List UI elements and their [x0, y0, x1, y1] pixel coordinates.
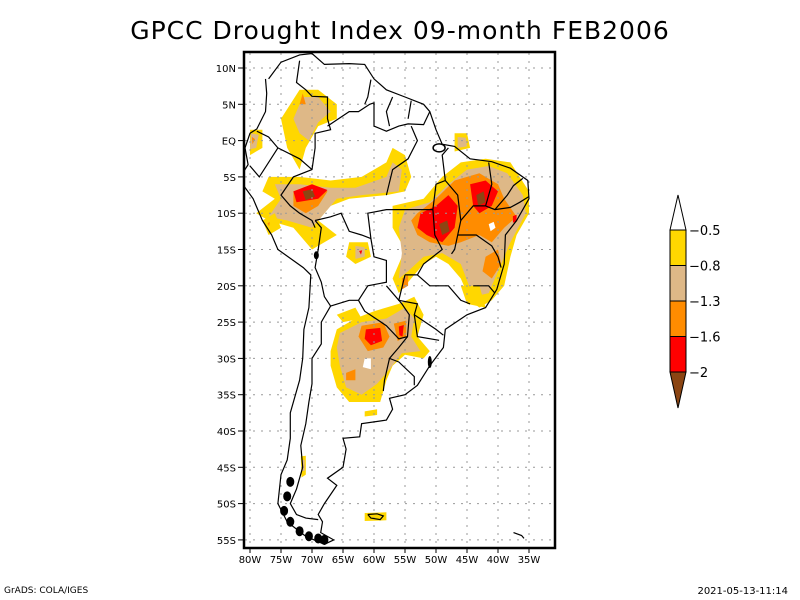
island-cluster	[283, 491, 291, 501]
colorbar-bottom-arrow	[670, 372, 686, 408]
boundary-line	[408, 101, 411, 119]
lat-tick-label: 5S	[223, 173, 236, 184]
island-cluster	[296, 526, 304, 536]
lon-tick-label: 35W	[518, 555, 541, 566]
lat-tick-label: 55S	[217, 536, 236, 547]
colorbar-label: −0.5	[689, 224, 721, 239]
lon-tick-label: 55W	[394, 555, 417, 566]
drought-contour-area	[365, 409, 377, 416]
lat-tick-label: 10S	[217, 209, 236, 220]
island-cluster	[280, 506, 288, 516]
island-cluster	[286, 477, 294, 487]
lat-tick-label: 10N	[216, 64, 236, 75]
lat-tick-label: 15S	[217, 246, 236, 257]
lat-tick-label: 35S	[217, 391, 236, 402]
latitude-axis: 10N 5N EQ 5S 10S 15S 20S 25S 30S 35S 40S 45S 50S 55S	[216, 64, 244, 547]
lat-tick-label: 30S	[217, 354, 236, 365]
colorbar-segment	[670, 266, 686, 302]
lat-tick-label: 20S	[217, 282, 236, 293]
drought-contour-area	[458, 137, 467, 148]
colorbar-segment	[670, 301, 686, 337]
lat-tick-label: EQ	[222, 137, 236, 148]
lon-tick-label: 40W	[487, 555, 510, 566]
lon-tick-label: 60W	[363, 555, 386, 566]
colorbar-label: −2	[689, 366, 708, 381]
lon-tick-label: 80W	[239, 555, 262, 566]
boundary-line	[514, 533, 525, 539]
lat-tick-label: 5N	[222, 100, 236, 111]
lagoa-dos-patos	[428, 356, 432, 368]
lon-tick-label: 65W	[332, 555, 355, 566]
lat-tick-label: 45S	[217, 463, 236, 474]
island-cluster	[305, 531, 313, 541]
drought-map: 10N5NEQ5S10S15S20S25S30S35S40S45S50S55S …	[0, 0, 800, 600]
lon-tick-label: 70W	[301, 555, 324, 566]
island-cluster	[320, 535, 328, 545]
island-cluster	[286, 517, 294, 527]
boundary-line	[386, 97, 392, 126]
lon-tick-label: 75W	[270, 555, 293, 566]
lat-tick-label: 25S	[217, 318, 236, 329]
grads-credit: GrADS: COLA/IGES	[4, 586, 88, 596]
lon-tick-label: 45W	[456, 555, 479, 566]
boundary-line	[365, 80, 371, 105]
lake-titicaca	[314, 251, 319, 259]
colorbar-label: −0.8	[689, 260, 721, 275]
longitude-axis: 80W 75W 70W 65W 60W 55W 50W 45W 40W 35W	[239, 548, 541, 566]
timestamp: 2021-05-13-11:14	[697, 586, 788, 597]
boundary-line	[290, 306, 330, 519]
lon-tick-label: 50W	[425, 555, 448, 566]
lat-tick-label: 50S	[217, 500, 236, 511]
colorbar-label: −1.3	[689, 295, 721, 310]
island-outline	[433, 144, 445, 152]
colorbar-segment	[670, 230, 686, 266]
colorbar-legend: −0.5 −0.8 −1.3 −1.6 −2	[670, 195, 721, 408]
colorbar-label: −1.6	[689, 331, 721, 346]
colorbar-segment	[670, 337, 686, 373]
lat-tick-label: 40S	[217, 427, 236, 438]
colorbar-top-arrow	[670, 195, 686, 230]
